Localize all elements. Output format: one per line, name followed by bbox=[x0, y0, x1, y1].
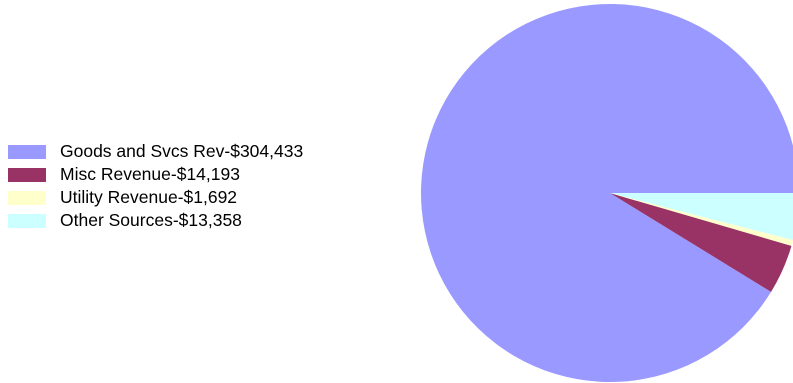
pie-slice-misc-revenue bbox=[610, 193, 792, 292]
pie-slice-utility-revenue bbox=[610, 193, 793, 246]
legend-label: Goods and Svcs Rev-$304,433 bbox=[60, 141, 304, 161]
chart-legend: Goods and Svcs Rev-$304,433 Misc Revenue… bbox=[8, 140, 303, 232]
legend-swatch bbox=[8, 213, 46, 228]
pie-slice-goods-and-svcs-rev bbox=[421, 4, 793, 382]
legend-item-goods-and-svcs-rev: Goods and Svcs Rev-$304,433 bbox=[8, 140, 303, 163]
legend-label: Other Sources-$13,358 bbox=[60, 210, 242, 230]
legend-item-other-sources: Other Sources-$13,358 bbox=[8, 209, 303, 232]
legend-label: Misc Revenue-$14,193 bbox=[60, 164, 240, 184]
legend-swatch bbox=[8, 190, 46, 205]
pie-slice-other-sources bbox=[610, 193, 793, 241]
legend-item-utility-revenue: Utility Revenue-$1,692 bbox=[8, 186, 303, 209]
legend-swatch bbox=[8, 167, 46, 182]
legend-swatch bbox=[8, 144, 46, 159]
legend-label: Utility Revenue-$1,692 bbox=[60, 187, 238, 207]
legend-item-misc-revenue: Misc Revenue-$14,193 bbox=[8, 163, 303, 186]
